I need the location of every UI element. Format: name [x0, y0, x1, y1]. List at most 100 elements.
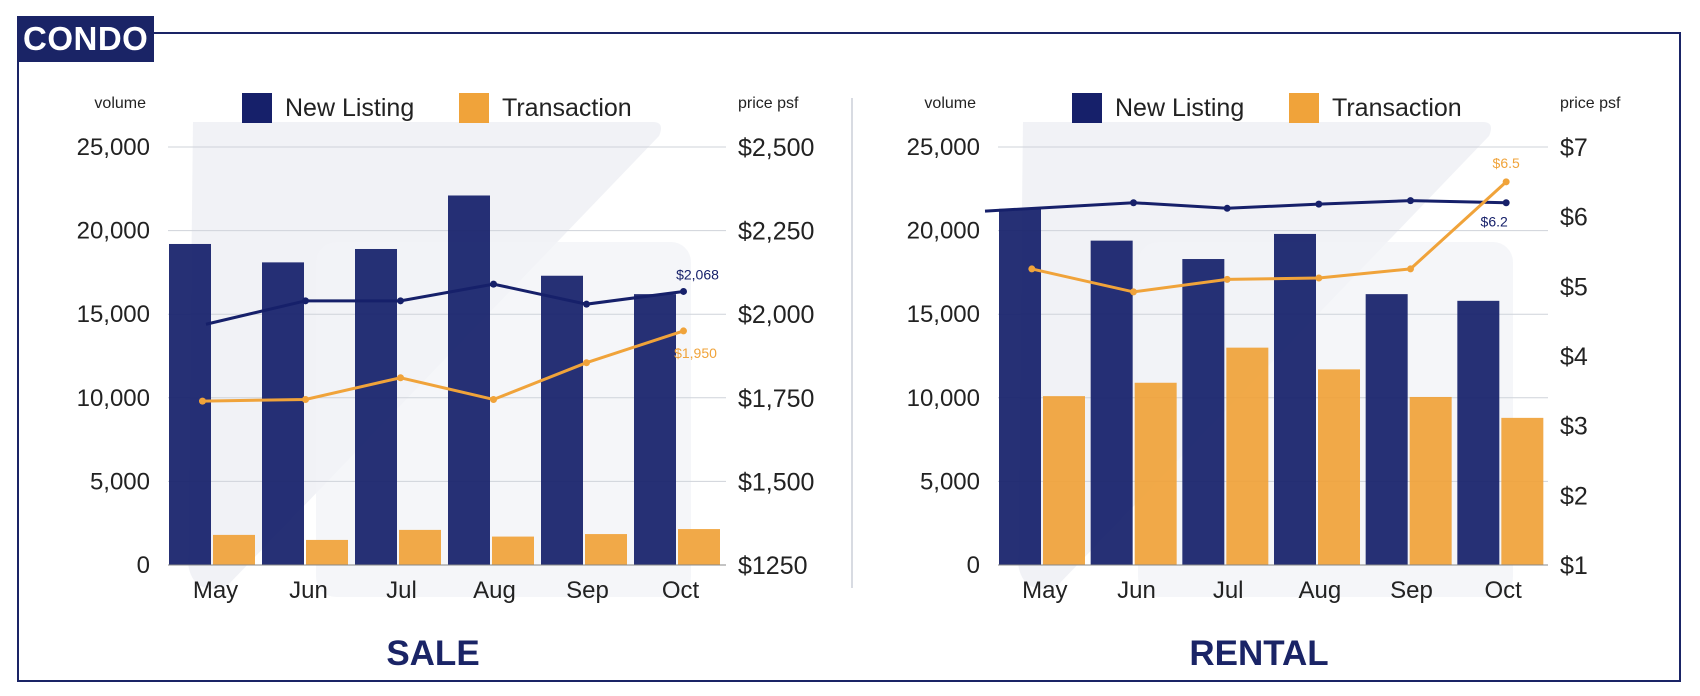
point-new-listing-psf: [1315, 200, 1323, 208]
y-left-tick-label: 5,000: [90, 468, 150, 495]
x-tick-label: May: [1022, 577, 1067, 604]
point-transaction-psf: [1223, 275, 1231, 283]
line-new-listing-psf: [984, 199, 1507, 213]
point-transaction-psf: [1130, 288, 1137, 296]
line-transaction-psf: [202, 329, 684, 403]
x-tick-label: Sep: [566, 577, 609, 604]
line-new-listing-psf: [205, 282, 684, 326]
bar-transaction: [306, 539, 348, 565]
bar-transaction: [399, 529, 441, 565]
sale-chart: 0 5,000 10,000 15,000 20,000 25,000 $1250 $1,50…: [77, 93, 814, 673]
y-left-tick-label: 15,000: [77, 301, 150, 328]
legend-swatch-new-listing: [242, 93, 272, 123]
legend-label-transaction: Transaction: [502, 94, 632, 122]
y-right-tick-label: $2,250: [738, 218, 814, 246]
point-new-listing-psf: [397, 297, 404, 305]
y-left-tick-label: 0: [137, 552, 150, 579]
bar-new-listing: [1182, 259, 1225, 565]
y-right-tick-label: $4: [1560, 343, 1588, 371]
y-right-tick-label: $2,000: [738, 301, 814, 329]
bar-new-listing: [1090, 240, 1133, 565]
bar-new-listing: [1365, 294, 1408, 565]
end-label-new-listing-psf: $2,068: [676, 266, 719, 282]
point-new-listing-psf: [1407, 197, 1414, 205]
bar-transaction: [1318, 369, 1360, 565]
y-right-tick-label: $6: [1560, 204, 1588, 232]
legend-label-new-listing: New Listing: [285, 94, 414, 122]
x-tick-label: Jul: [386, 577, 417, 604]
line-transaction-psf: [1031, 180, 1508, 294]
panel-divider: [851, 98, 853, 588]
point-transaction-psf: [397, 374, 404, 382]
point-transaction-psf: [199, 397, 206, 405]
y-left-tick-label: 10,000: [907, 385, 980, 412]
x-tick-label: Jul: [1213, 577, 1244, 604]
x-tick-label: Oct: [662, 577, 700, 604]
point-transaction-psf: [302, 395, 309, 403]
bar-transaction: [585, 534, 627, 565]
bar-transaction: [492, 536, 534, 565]
point-transaction-psf: [680, 327, 687, 335]
y-left-tick-label: 5,000: [920, 468, 980, 495]
bar-new-listing: [1274, 233, 1316, 565]
y-right-tick-label: $3: [1560, 413, 1588, 441]
legend-swatch-transaction: [1289, 93, 1319, 123]
point-transaction-psf: [1502, 178, 1510, 186]
x-tick-label: Jun: [1117, 577, 1156, 604]
y-left-tick-label: 25,000: [907, 134, 980, 161]
y-right-tick-label: $2: [1560, 482, 1588, 510]
watermark-shape: [316, 242, 691, 597]
point-new-listing-psf: [583, 300, 590, 308]
y-right-tick-label: $1250: [738, 552, 808, 580]
bar-new-listing: [169, 243, 211, 565]
legend-label-transaction: Transaction: [1332, 94, 1462, 122]
point-transaction-psf: [1315, 274, 1323, 282]
bar-transaction: [678, 529, 720, 565]
y-right-tick-label: $1,500: [738, 468, 814, 496]
y-left-axis-title: volume: [94, 95, 146, 112]
point-new-listing-psf: [1130, 199, 1137, 207]
point-transaction-psf: [1028, 265, 1036, 273]
bar-transaction: [1134, 382, 1177, 565]
bar-transaction: [1043, 396, 1085, 565]
bar-transaction: [1409, 396, 1452, 565]
point-new-listing-psf: [302, 297, 309, 305]
y-left-tick-label: 20,000: [907, 218, 980, 245]
bar-transaction: [1501, 417, 1544, 565]
point-new-listing-psf: [680, 287, 687, 295]
y-left-tick-label: 20,000: [77, 218, 150, 245]
point-new-listing-psf: [1502, 199, 1510, 207]
end-label-transaction-psf: $1,950: [674, 345, 717, 361]
end-label-new-listing-psf: $6.2: [1481, 214, 1508, 230]
point-transaction-psf: [490, 395, 497, 403]
x-tick-label: May: [193, 577, 238, 604]
bar-new-listing: [541, 275, 583, 565]
bar-new-listing: [448, 195, 490, 565]
bar-new-listing: [1457, 300, 1500, 565]
bar-transaction: [213, 534, 255, 565]
x-tick-label: Sep: [1390, 577, 1433, 604]
point-new-listing-psf: [490, 280, 497, 288]
x-tick-label: Oct: [1484, 577, 1522, 604]
point-transaction-psf: [583, 359, 590, 367]
bar-new-listing: [262, 262, 304, 565]
y-left-tick-label: 25,000: [77, 134, 150, 161]
bar-new-listing: [355, 248, 397, 565]
condo-badge: CONDO: [17, 16, 155, 62]
rental-chart: 0 5,000 10,000 15,000 20,000 25,000 $1 $2 $3 $4 $5…: [907, 93, 1621, 673]
y-right-tick-label: $5: [1560, 273, 1588, 301]
y-right-axis-title: price psf: [1560, 95, 1621, 112]
point-new-listing-psf: [1223, 204, 1231, 212]
panel-title: SALE: [386, 634, 479, 673]
x-tick-label: Aug: [1298, 577, 1341, 604]
y-left-tick-label: 10,000: [77, 385, 150, 412]
x-tick-label: Jun: [289, 577, 328, 604]
frame-border: [17, 32, 1681, 682]
y-right-tick-label: $7: [1560, 134, 1588, 162]
y-left-tick-label: 0: [967, 552, 980, 579]
legend-swatch-transaction: [459, 93, 489, 123]
y-right-tick-label: $1: [1560, 552, 1588, 580]
end-label-transaction-psf: $6.5: [1493, 155, 1520, 171]
y-left-axis-title: volume: [924, 95, 976, 112]
x-tick-label: Aug: [473, 577, 516, 604]
